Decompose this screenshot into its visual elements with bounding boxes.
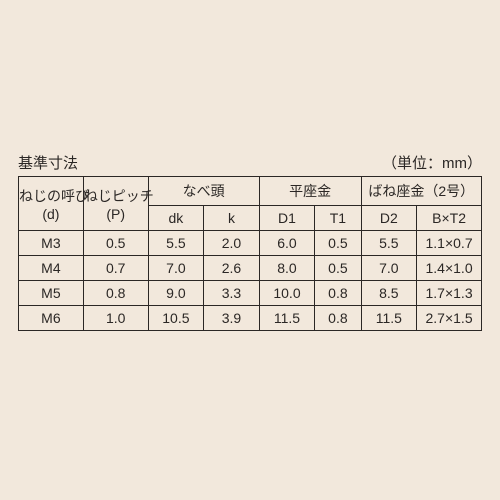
table-body: M3 0.5 5.5 2.0 6.0 0.5 5.5 1.1×0.7 M4 0.… bbox=[19, 231, 482, 331]
cell-p: 0.8 bbox=[83, 281, 148, 306]
cell-p: 0.7 bbox=[83, 256, 148, 281]
cell-bt2: 1.1×0.7 bbox=[417, 231, 482, 256]
spec-table-wrap: ねじの呼び (d) ねじピッチ (P) なべ頭 平座金 ばね座金（2号） dk … bbox=[18, 176, 482, 331]
spec-table: ねじの呼び (d) ねじピッチ (P) なべ頭 平座金 ばね座金（2号） dk … bbox=[18, 176, 482, 331]
cell-dk: 5.5 bbox=[148, 231, 204, 256]
cell-d: M5 bbox=[19, 281, 84, 306]
cell-k: 3.9 bbox=[204, 306, 260, 331]
col-d1: D1 bbox=[259, 206, 315, 231]
cell-d: M4 bbox=[19, 256, 84, 281]
cell-d: M6 bbox=[19, 306, 84, 331]
cell-p: 1.0 bbox=[83, 306, 148, 331]
page-root: 基準寸法 （単位：mm） ねじの呼び (d) ねじピッチ (P) な bbox=[0, 0, 500, 500]
table-head: ねじの呼び (d) ねじピッチ (P) なべ頭 平座金 ばね座金（2号） dk … bbox=[19, 177, 482, 231]
col-d: ねじの呼び (d) bbox=[19, 177, 84, 231]
cell-d2: 7.0 bbox=[361, 256, 417, 281]
col-hira-group: 平座金 bbox=[259, 177, 361, 206]
col-d2: D2 bbox=[361, 206, 417, 231]
cell-d1: 8.0 bbox=[259, 256, 315, 281]
cell-k: 3.3 bbox=[204, 281, 260, 306]
unit-label: （単位：mm） bbox=[382, 152, 482, 173]
col-bane-group: ばね座金（2号） bbox=[361, 177, 481, 206]
col-t1: T1 bbox=[315, 206, 361, 231]
cell-bt2: 2.7×1.5 bbox=[417, 306, 482, 331]
cell-d1: 6.0 bbox=[259, 231, 315, 256]
col-d-bottom: (d) bbox=[19, 206, 83, 222]
table-row: M6 1.0 10.5 3.9 11.5 0.8 11.5 2.7×1.5 bbox=[19, 306, 482, 331]
col-k: k bbox=[204, 206, 260, 231]
title-label: 基準寸法 bbox=[18, 152, 78, 173]
cell-p: 0.5 bbox=[83, 231, 148, 256]
cell-k: 2.6 bbox=[204, 256, 260, 281]
cell-d1: 11.5 bbox=[259, 306, 315, 331]
cell-d2: 8.5 bbox=[361, 281, 417, 306]
col-p-bottom: (P) bbox=[84, 206, 148, 222]
col-bt2: B×T2 bbox=[417, 206, 482, 231]
header-row-1: ねじの呼び (d) ねじピッチ (P) なべ頭 平座金 ばね座金（2号） bbox=[19, 177, 482, 206]
cell-t1: 0.5 bbox=[315, 256, 361, 281]
cell-t1: 0.8 bbox=[315, 281, 361, 306]
col-nabe-group: なべ頭 bbox=[148, 177, 259, 206]
col-p-top: ねじピッチ bbox=[84, 186, 148, 206]
cell-d1: 10.0 bbox=[259, 281, 315, 306]
cell-t1: 0.5 bbox=[315, 231, 361, 256]
col-dk: dk bbox=[148, 206, 204, 231]
table-labels: 基準寸法 （単位：mm） bbox=[18, 152, 482, 173]
cell-dk: 10.5 bbox=[148, 306, 204, 331]
cell-bt2: 1.7×1.3 bbox=[417, 281, 482, 306]
col-d-top: ねじの呼び bbox=[19, 186, 83, 206]
table-row: M5 0.8 9.0 3.3 10.0 0.8 8.5 1.7×1.3 bbox=[19, 281, 482, 306]
cell-dk: 9.0 bbox=[148, 281, 204, 306]
table-row: M3 0.5 5.5 2.0 6.0 0.5 5.5 1.1×0.7 bbox=[19, 231, 482, 256]
cell-d2: 11.5 bbox=[361, 306, 417, 331]
table-row: M4 0.7 7.0 2.6 8.0 0.5 7.0 1.4×1.0 bbox=[19, 256, 482, 281]
cell-t1: 0.8 bbox=[315, 306, 361, 331]
col-p: ねじピッチ (P) bbox=[83, 177, 148, 231]
cell-dk: 7.0 bbox=[148, 256, 204, 281]
cell-d: M3 bbox=[19, 231, 84, 256]
cell-k: 2.0 bbox=[204, 231, 260, 256]
cell-d2: 5.5 bbox=[361, 231, 417, 256]
cell-bt2: 1.4×1.0 bbox=[417, 256, 482, 281]
